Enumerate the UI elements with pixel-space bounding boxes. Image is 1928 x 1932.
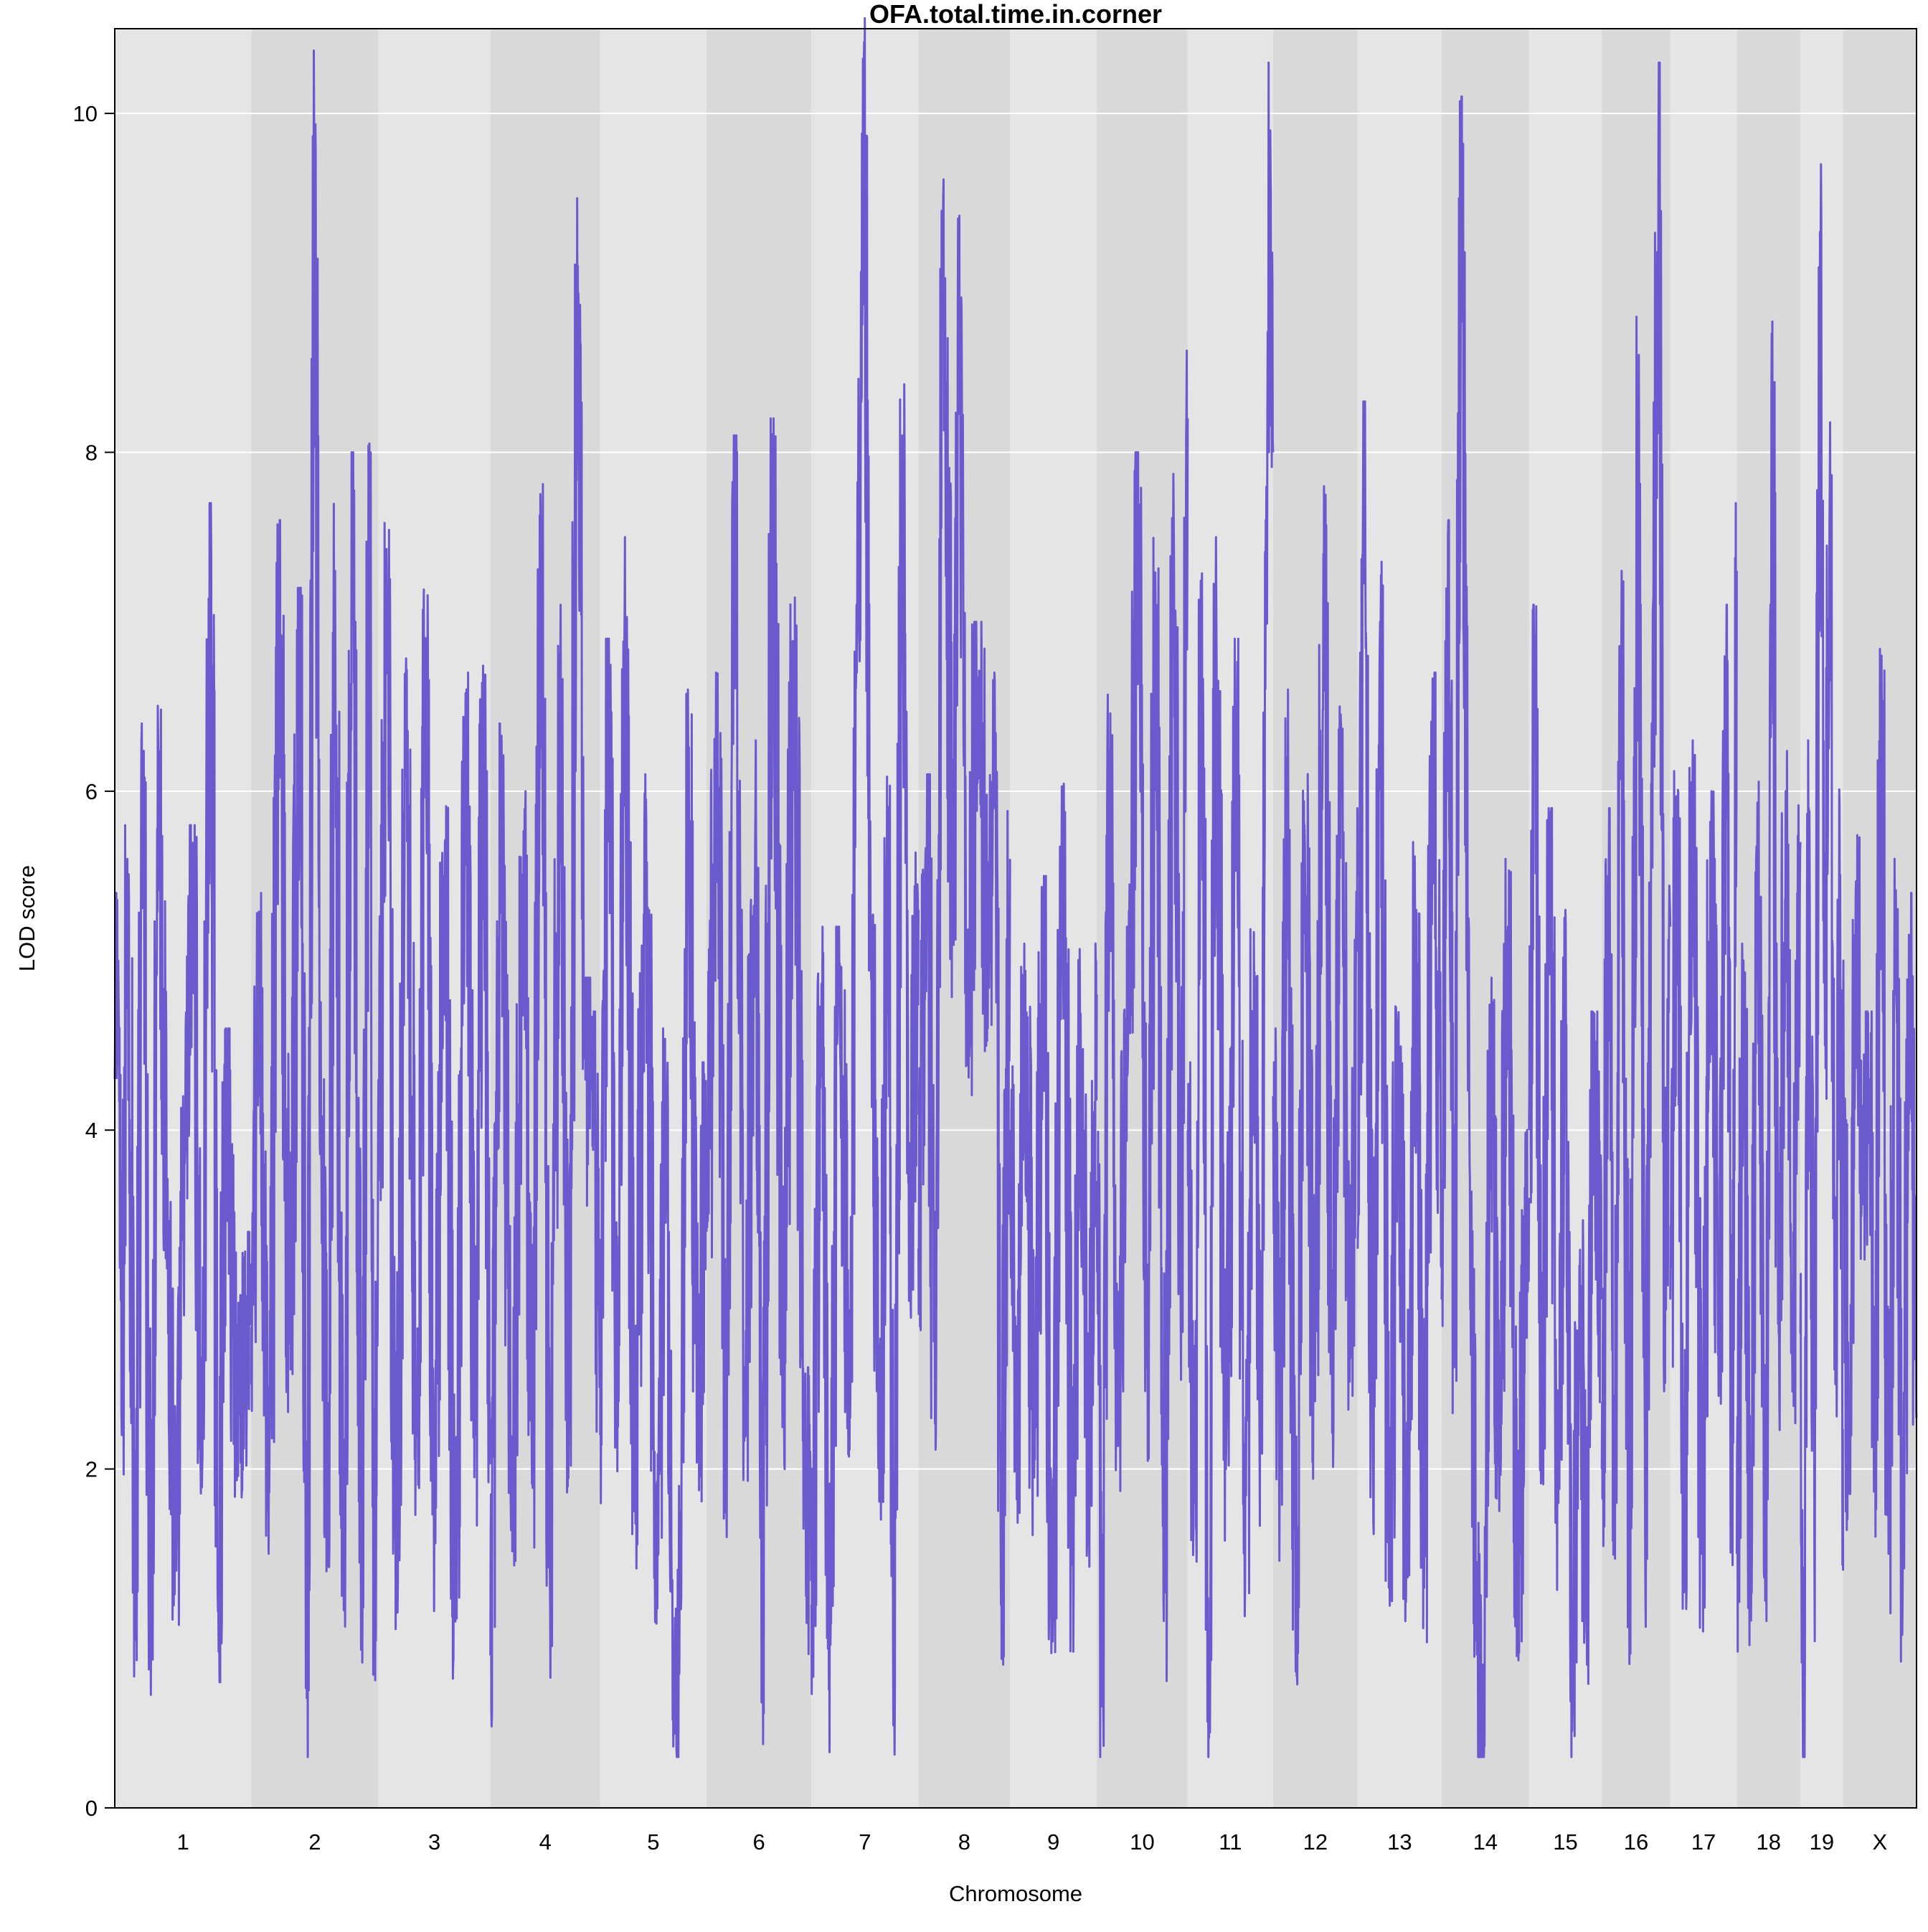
x-tick-label: 1	[176, 1829, 189, 1855]
lod-line-chr-19	[1799, 163, 1845, 1758]
y-tick-label: 6	[85, 779, 98, 804]
lod-line-chr-3	[377, 522, 492, 1680]
x-tick-label: 13	[1387, 1829, 1412, 1855]
y-axis: 0 2 4 6 8 10	[73, 101, 115, 1821]
x-tick-label: 18	[1757, 1829, 1781, 1855]
lod-line-chr-13	[1356, 400, 1443, 1644]
x-tick-label: 11	[1219, 1829, 1242, 1855]
x-tick-label: 8	[958, 1829, 970, 1855]
x-tick-label: 15	[1553, 1829, 1577, 1855]
lod-line-chr-16	[1600, 61, 1672, 1665]
lod-line-chr-7	[810, 17, 920, 1756]
x-tick-label: 14	[1473, 1829, 1498, 1855]
x-tick-label: 12	[1303, 1829, 1328, 1855]
plot-frame	[114, 28, 1917, 1809]
lod-line-chr-12	[1272, 485, 1359, 1686]
x-tick-label: 4	[539, 1829, 552, 1855]
lod-line-chr-6	[705, 417, 813, 1745]
lod-line-chr-8	[917, 178, 1011, 1666]
lod-line-chr-10	[1095, 349, 1189, 1758]
x-tick-label: 3	[428, 1829, 440, 1855]
lod-line-chr-9	[1008, 782, 1098, 1654]
y-axis-title: LOD score	[14, 865, 39, 971]
y-tick-label: 2	[85, 1457, 98, 1482]
lod-line-chr-X	[1842, 648, 1918, 1663]
lod-line-chr-11	[1186, 61, 1275, 1758]
lod-line-chr-14	[1440, 95, 1531, 1758]
y-tick-label: 10	[73, 101, 98, 126]
x-tick-label: 7	[859, 1829, 871, 1855]
x-tick-label: 16	[1624, 1829, 1648, 1855]
chart-title: OFA.total.time.in.corner	[869, 0, 1162, 29]
lod-line-chr-15	[1528, 603, 1603, 1758]
lod-line-chr-4	[489, 197, 602, 1728]
y-tick-label: 0	[85, 1796, 98, 1821]
lod-series	[113, 17, 1918, 1758]
lod-line-chr-17	[1669, 501, 1738, 1633]
x-tick-label: 9	[1047, 1829, 1059, 1855]
lod-line-chr-18	[1735, 320, 1802, 1653]
x-tick-label: 19	[1810, 1829, 1834, 1855]
y-tick-label: 8	[85, 440, 98, 465]
lod-line-chr-5	[599, 536, 708, 1758]
x-tick-label: 10	[1130, 1829, 1154, 1855]
lod-line-chr-2	[250, 50, 380, 1758]
x-tick-label: 5	[647, 1829, 659, 1855]
x-tick-label: X	[1872, 1829, 1887, 1855]
x-axis-title: Chromosome	[949, 1881, 1082, 1906]
x-tick-label: 17	[1691, 1829, 1716, 1855]
y-tick-label: 4	[85, 1118, 98, 1143]
x-tick-label: 6	[752, 1829, 765, 1855]
x-tick-label: 2	[308, 1829, 321, 1855]
lod-line-chr-1	[113, 501, 252, 1696]
x-axis: 1 2 3 4 5 6 7 8 9 10 11 12 13 14 15 16 17 18 19 X	[176, 1829, 1887, 1855]
